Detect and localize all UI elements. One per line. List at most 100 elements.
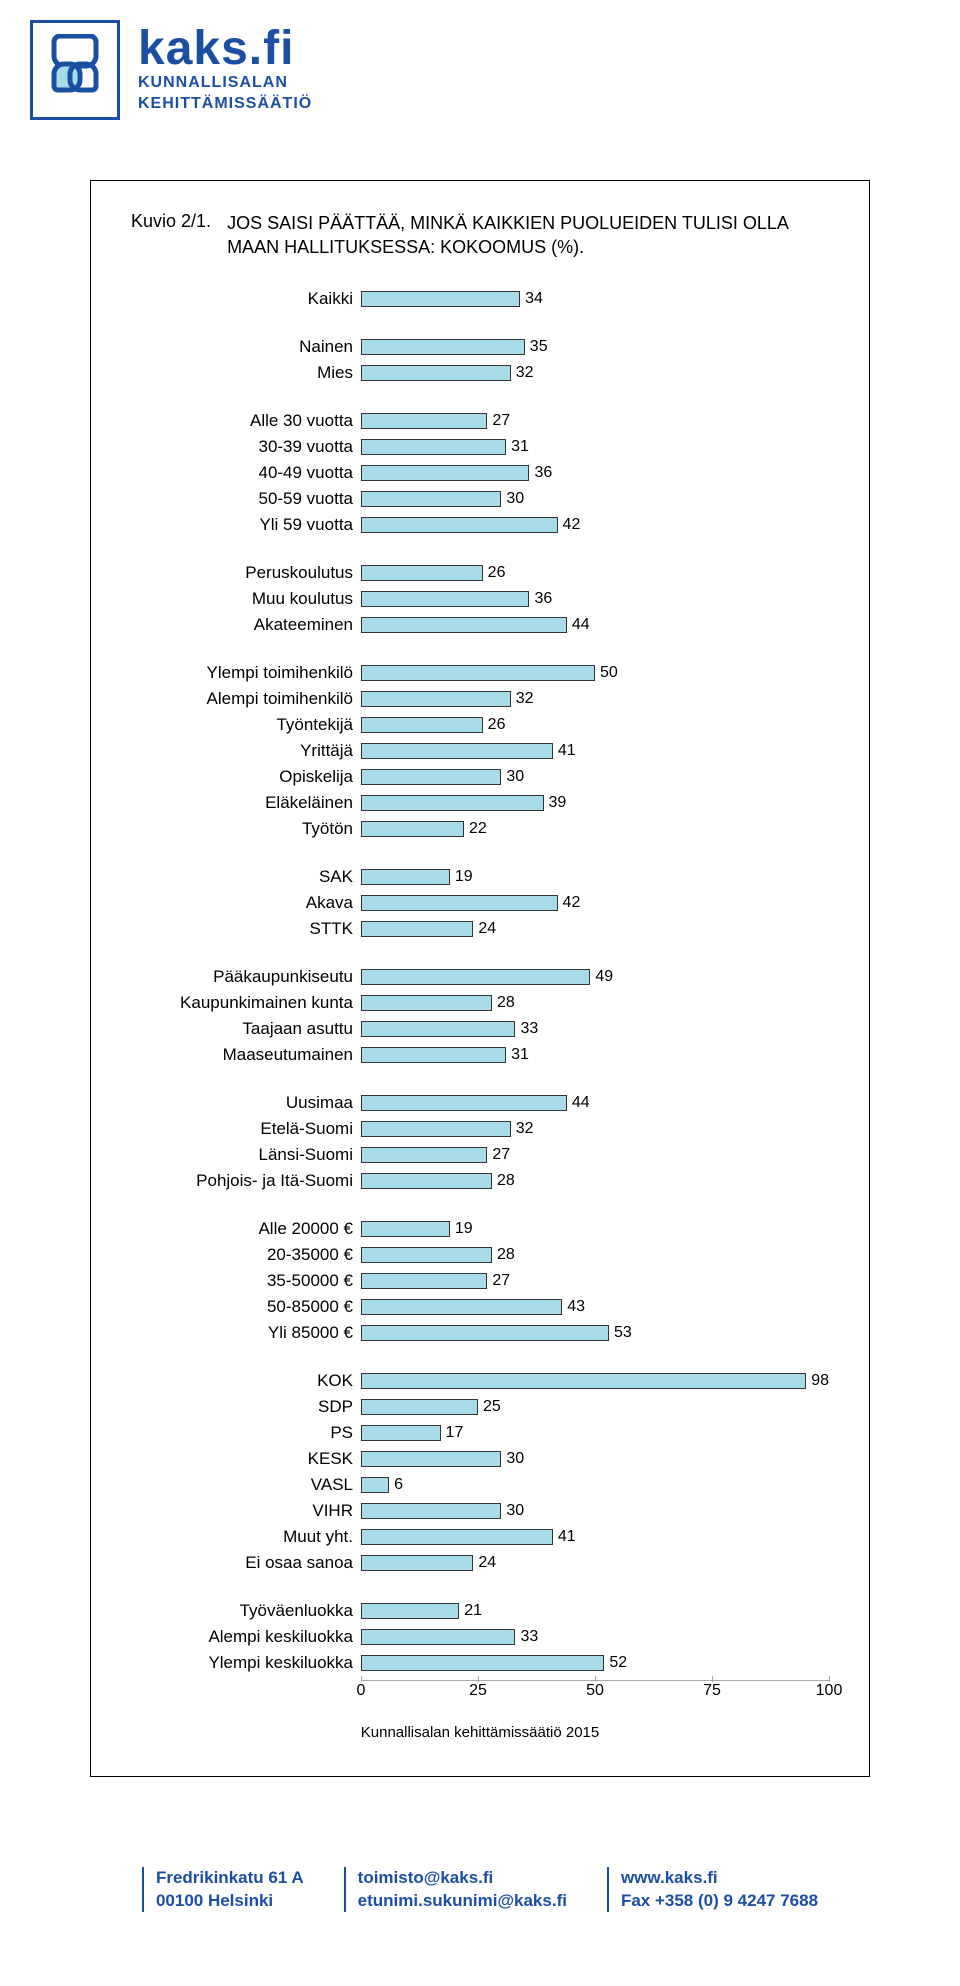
row-label: Mies	[131, 363, 361, 383]
row-label: Maaseutumainen	[131, 1045, 361, 1065]
chart-group: Ylempi toimihenkilö50Alempi toimihenkilö…	[131, 660, 829, 842]
value-label: 28	[497, 1246, 515, 1264]
brand-title: kaks.fi	[138, 25, 312, 73]
value-label: 34	[525, 290, 543, 308]
value-label: 17	[446, 1424, 464, 1442]
bar	[361, 665, 595, 681]
bar-area: 32	[361, 360, 829, 386]
bar-area: 25	[361, 1394, 829, 1420]
value-label: 6	[394, 1476, 403, 1494]
row-label: Yli 85000 €	[131, 1323, 361, 1343]
value-label: 35	[530, 338, 548, 356]
chart-row: Uusimaa 44	[131, 1090, 829, 1116]
logo-icon	[44, 34, 106, 106]
row-label: VIHR	[131, 1501, 361, 1521]
row-label: 50-59 vuotta	[131, 489, 361, 509]
bar	[361, 365, 511, 381]
row-label: Ylempi keskiluokka	[131, 1653, 361, 1673]
footer-line: etunimi.sukunimi@kaks.fi	[358, 1890, 567, 1913]
chart-row: Peruskoulutus 26	[131, 560, 829, 586]
row-label: Eläkeläinen	[131, 793, 361, 813]
bar-area: 36	[361, 460, 829, 486]
footer-email: toimisto@kaks.fi etunimi.sukunimi@kaks.f…	[344, 1867, 567, 1913]
chart-row: 50-85000 €43	[131, 1294, 829, 1320]
bar-area: 53	[361, 1320, 829, 1346]
value-label: 31	[511, 438, 529, 456]
value-label: 33	[520, 1628, 538, 1646]
axis-tick: 0	[357, 1682, 366, 1700]
value-label: 98	[811, 1372, 829, 1390]
chart-group: Pääkaupunkiseutu49Kaupunkimainen kunta28…	[131, 964, 829, 1068]
row-label: Uusimaa	[131, 1093, 361, 1113]
value-label: 27	[492, 412, 510, 430]
bar	[361, 1555, 473, 1571]
bar-area: 28	[361, 1168, 829, 1194]
bar	[361, 1655, 604, 1671]
row-label: KESK	[131, 1449, 361, 1469]
chart-group: Alle 20000 €1920-35000 €2835-50000 €2750…	[131, 1216, 829, 1346]
row-label: Alempi toimihenkilö	[131, 689, 361, 709]
bar-area: 19	[361, 1216, 829, 1242]
value-label: 41	[558, 1528, 576, 1546]
brand-subtitle-2: KEHITTÄMISSÄÄTIÖ	[138, 94, 312, 115]
row-label: SAK	[131, 867, 361, 887]
page-footer: Fredrikinkatu 61 A 00100 Helsinki toimis…	[30, 1867, 930, 1913]
value-label: 39	[549, 794, 567, 812]
chart-row: Opiskelija30	[131, 764, 829, 790]
row-label: Työntekijä	[131, 715, 361, 735]
bar	[361, 769, 501, 785]
bar-area: 17	[361, 1420, 829, 1446]
chart-row: Mies32	[131, 360, 829, 386]
chart-row: Ylempi keskiluokka52	[131, 1650, 829, 1676]
page: kaks.fi KUNNALLISALAN KEHITTÄMISSÄÄTIÖ K…	[0, 0, 960, 1952]
value-label: 30	[506, 1450, 524, 1468]
chart-row: Taajaan asuttu33	[131, 1016, 829, 1042]
value-label: 44	[572, 616, 590, 634]
bar-area: 32	[361, 686, 829, 712]
bar-area: 42	[361, 512, 829, 538]
chart-row: Akava42	[131, 890, 829, 916]
bar-area: 52	[361, 1650, 829, 1676]
chart-row: VASL6	[131, 1472, 829, 1498]
chart-row: SDP25	[131, 1394, 829, 1420]
axis-tick: 50	[586, 1682, 604, 1700]
axis-tick: 75	[703, 1682, 721, 1700]
bar-area: 43	[361, 1294, 829, 1320]
chart-group: Nainen35Mies32	[131, 334, 829, 386]
chart-row: 50-59 vuotta30	[131, 486, 829, 512]
row-label: Kaupunkimainen kunta	[131, 993, 361, 1013]
row-label: Peruskoulutus	[131, 563, 361, 583]
bar	[361, 921, 473, 937]
bar	[361, 1021, 515, 1037]
bar-area: 6	[361, 1472, 829, 1498]
value-label: 19	[455, 1220, 473, 1238]
row-label: Muut yht.	[131, 1527, 361, 1547]
chart-group: Alle 30 vuotta2730-39 vuotta3140-49 vuot…	[131, 408, 829, 538]
chart-row: SAK19	[131, 864, 829, 890]
value-label: 26	[488, 564, 506, 582]
value-label: 44	[572, 1094, 590, 1112]
bar-area: 41	[361, 738, 829, 764]
bar	[361, 465, 529, 481]
bar-area: 31	[361, 1042, 829, 1068]
axis-tick: 25	[469, 1682, 487, 1700]
row-label: 50-85000 €	[131, 1297, 361, 1317]
row-label: Yrittäjä	[131, 741, 361, 761]
value-label: 36	[534, 464, 552, 482]
value-label: 24	[478, 1554, 496, 1572]
row-label: STTK	[131, 919, 361, 939]
brand-text: kaks.fi KUNNALLISALAN KEHITTÄMISSÄÄTIÖ	[138, 25, 312, 115]
value-label: 42	[563, 516, 581, 534]
chart-row: Nainen35	[131, 334, 829, 360]
row-label: Taajaan asuttu	[131, 1019, 361, 1039]
value-label: 32	[516, 1120, 534, 1138]
value-label: 28	[497, 994, 515, 1012]
chart-row: Muut yht. 41	[131, 1524, 829, 1550]
bar-area: 28	[361, 990, 829, 1016]
bar	[361, 821, 464, 837]
footer-line: 00100 Helsinki	[156, 1890, 304, 1913]
chart-row: Yrittäjä41	[131, 738, 829, 764]
chart-group: SAK19Akava42STTK24	[131, 864, 829, 942]
bar	[361, 895, 558, 911]
bar	[361, 491, 501, 507]
